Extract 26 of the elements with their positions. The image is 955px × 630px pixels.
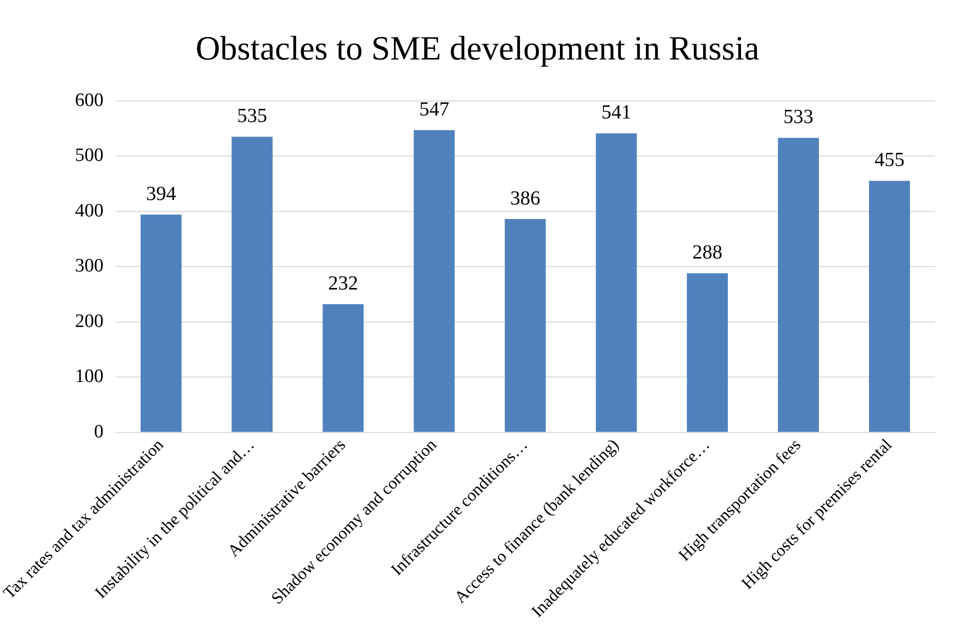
- data-label: 394: [146, 182, 176, 205]
- y-tick-label: 200: [75, 310, 104, 332]
- data-label: 455: [874, 149, 904, 172]
- y-tick-label: 400: [75, 200, 104, 222]
- bar: [504, 219, 546, 432]
- chart-title: Obstacles to SME development in Russia: [196, 30, 760, 68]
- bar: [596, 133, 637, 432]
- data-label: 288: [692, 241, 722, 264]
- y-tick-label: 100: [75, 366, 104, 388]
- bar: [232, 136, 273, 432]
- bar: [140, 214, 182, 432]
- y-tick-label: 500: [75, 145, 104, 166]
- y-tick-label: 0: [94, 421, 104, 442]
- bar: [414, 130, 455, 432]
- data-label: 533: [783, 106, 814, 128]
- bar: [868, 180, 910, 432]
- data-label: 547: [419, 98, 450, 120]
- data-label: 535: [237, 104, 268, 127]
- data-label: 541: [601, 102, 632, 124]
- y-tick-label: 600: [75, 90, 104, 111]
- bar: [686, 273, 728, 432]
- y-tick-label: 300: [75, 256, 104, 277]
- data-label: 232: [328, 272, 358, 294]
- bar: [322, 304, 364, 432]
- bar: [778, 138, 819, 432]
- data-label: 386: [510, 187, 540, 210]
